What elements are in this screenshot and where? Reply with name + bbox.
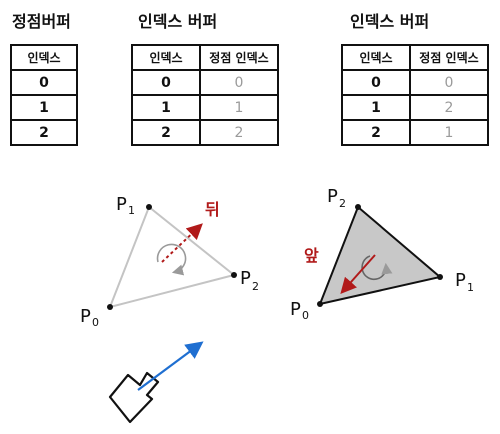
vertex-p0-right [317,301,323,307]
vertex-buffer-table: 인덱스 0 1 2 [10,44,78,146]
vertex-index-cell: 1 [409,119,489,146]
index-buffer-left-table: 인덱스 정점 인덱스 0 0 1 1 2 2 [131,44,279,146]
column-header-vertex-index: 정점 인덱스 [199,44,279,71]
index-cell: 0 [131,69,201,96]
vertex-index-cell: 2 [199,119,279,146]
normal-arrow-back-icon [161,223,203,263]
index-cell: 1 [131,94,201,121]
triangle-right-face [318,205,443,306]
vertex-buffer-cell: 1 [10,94,78,121]
label-p2-right: P [327,186,338,207]
index-cell: 0 [341,69,411,96]
vertex-p2-right [355,204,361,210]
winding-arrow-right-icon [361,255,393,281]
back-face-label: 뒤 [205,200,220,219]
label-p1-left: P [116,194,127,215]
view-direction-arrow-icon [137,341,204,391]
index-cell: 2 [131,119,201,146]
vertex-p1-right [437,274,443,280]
vertex-p1-left [146,204,152,210]
vertex-index-cell: 0 [199,69,279,96]
label-p2-left: P [240,268,251,289]
column-header-index: 인덱스 [131,44,201,71]
label-p2-right-sub: 2 [339,197,346,210]
vertex-p0-left [107,304,113,310]
label-p1-left-sub: 1 [128,204,135,217]
vertex-buffer-header: 인덱스 [10,44,78,71]
label-p0-right-sub: 0 [302,309,309,322]
triangle-left-face [108,205,237,309]
label-p1-right: P [455,270,466,291]
index-cell: 1 [341,94,411,121]
triangle-right: P 0 P 2 P 1 앞 [290,186,474,322]
column-header-index: 인덱스 [341,44,411,71]
label-p2-left-sub: 2 [252,280,259,293]
label-p0-left-sub: 0 [92,316,99,329]
front-face-label: 앞 [304,246,319,265]
winding-arrow-left-icon [156,243,187,276]
label-p0-right: P [290,299,301,320]
vertex-p2-left [231,272,237,278]
vertex-index-cell: 0 [409,69,489,96]
triangle-left: P 0 P 1 P 2 뒤 [80,194,259,329]
vertex-index-cell: 2 [409,94,489,121]
index-buffer-right-title: 인덱스 버퍼 [350,12,430,31]
index-buffer-right-table: 인덱스 정점 인덱스 0 0 1 2 2 1 [341,44,489,146]
vertex-buffer-cell: 0 [10,69,78,96]
index-cell: 2 [341,119,411,146]
vertex-buffer-title: 정점버퍼 [12,12,71,31]
column-header-vertex-index: 정점 인덱스 [409,44,489,71]
label-p0-left: P [80,306,91,327]
normal-arrow-front-icon [340,254,376,294]
vertex-buffer-cell: 2 [10,119,78,146]
label-p1-right-sub: 1 [467,281,474,294]
vertex-index-cell: 1 [199,94,279,121]
index-buffer-left-title: 인덱스 버퍼 [138,12,218,31]
